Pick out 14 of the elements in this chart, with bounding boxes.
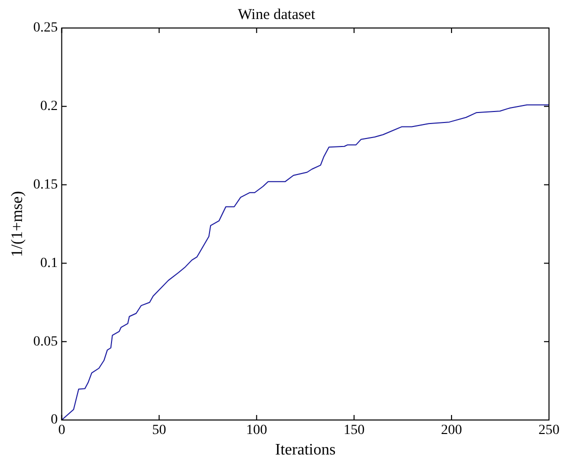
x-tick-label: 150 (344, 423, 365, 438)
y-tick-label: 0 (50, 412, 58, 428)
x-tick-label: 100 (246, 423, 268, 438)
x-axis-title: Iterations (275, 442, 336, 459)
y-tick-label: 0.25 (33, 20, 58, 36)
chart-title: Wine dataset (238, 6, 316, 23)
y-tick-label: 0.2 (40, 99, 58, 114)
x-tick-label: 50 (152, 423, 166, 438)
y-tick-label: 0.15 (33, 177, 58, 192)
x-tick-label: 200 (441, 423, 462, 438)
y-tick-label: 0.1 (40, 256, 58, 271)
x-tick-label: 250 (538, 423, 560, 438)
y-tick-label: 0.05 (33, 334, 58, 350)
y-axis-title: 1/(1+mse) (8, 191, 26, 257)
